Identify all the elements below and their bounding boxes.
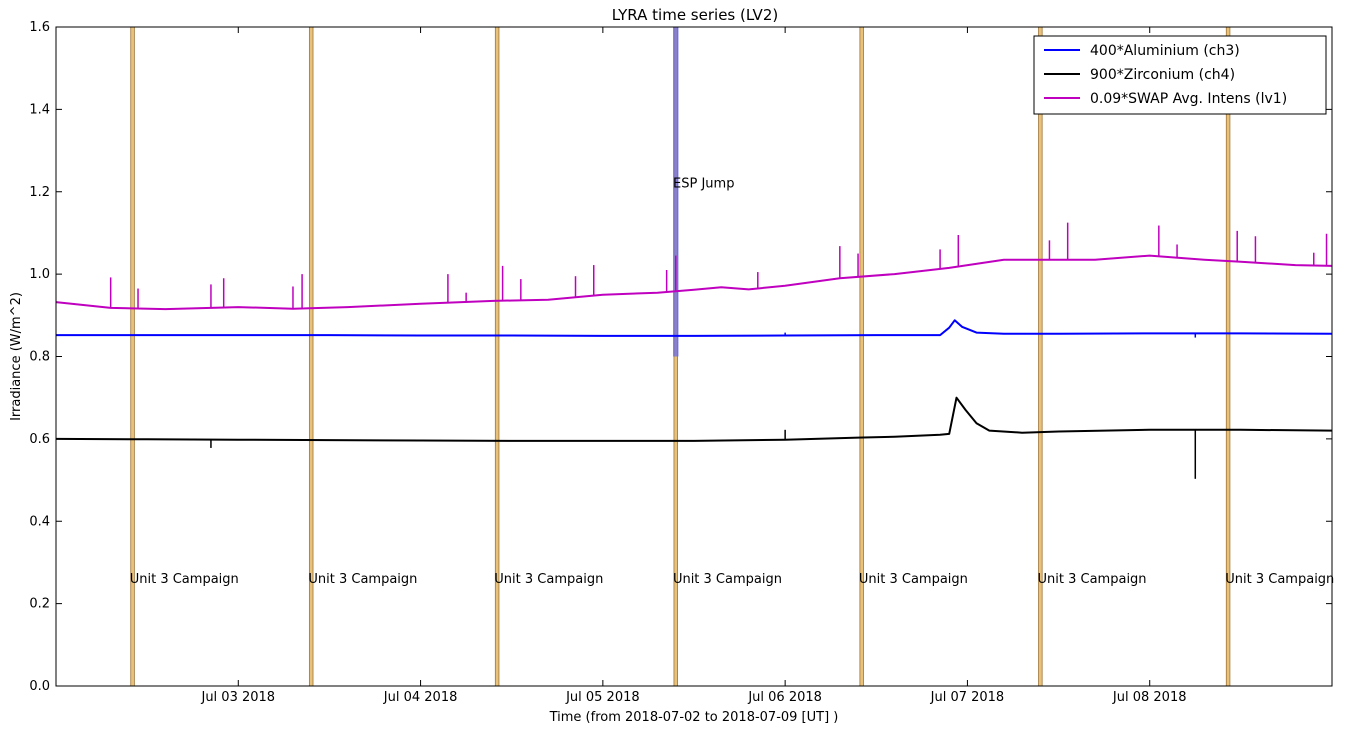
y-tick-label: 0.8	[29, 350, 50, 365]
x-axis-label: Time (from 2018-07-02 to 2018-07-09 [UT]…	[549, 710, 839, 725]
campaign-band-label: Unit 3 Campaign	[130, 572, 239, 587]
y-axis-label: Irradiance (W/m^2)	[9, 292, 24, 421]
legend-entry: 400*Aluminium (ch3)	[1090, 43, 1240, 59]
legend-entry: 0.09*SWAP Avg. Intens (lv1)	[1090, 91, 1287, 107]
y-tick-label: 1.2	[29, 185, 50, 200]
y-tick-label: 0.4	[29, 514, 50, 529]
campaign-band	[859, 26, 864, 687]
campaign-band-label: Unit 3 Campaign	[494, 572, 603, 587]
chart-title: LYRA time series (LV2)	[612, 6, 778, 24]
series-line-1	[56, 319, 1333, 337]
x-tick-label: Jul 07 2018	[930, 690, 1005, 705]
x-tick-label: Jul 03 2018	[200, 690, 275, 705]
legend-box	[1033, 35, 1327, 115]
campaign-band-label: Unit 3 Campaign	[859, 572, 968, 587]
esp-jump-band	[673, 27, 679, 357]
campaign-band	[1038, 26, 1043, 687]
y-tick-label: 1.4	[29, 102, 50, 117]
campaign-band-label: Unit 3 Campaign	[673, 572, 782, 587]
campaign-band-label: Unit 3 Campaign	[1038, 572, 1147, 587]
legend: 400*Aluminium (ch3) 900*Zirconium (ch4) 0.…	[1033, 35, 1327, 115]
x-tick-label: Jul 08 2018	[1112, 690, 1187, 705]
campaign-band-label: Unit 3 Campaign	[1225, 572, 1334, 587]
x-tick-label: Jul 04 2018	[383, 690, 458, 705]
y-tick-label: 1.6	[29, 20, 50, 35]
y-tick-label: 0.6	[29, 432, 50, 447]
campaign-band-label: Unit 3 Campaign	[308, 572, 417, 587]
campaign-band	[130, 26, 135, 687]
x-tick-label: Jul 06 2018	[747, 690, 822, 705]
legend-entry: 900*Zirconium (ch4)	[1090, 67, 1235, 83]
campaign-band	[1225, 26, 1231, 687]
esp-jump-label: ESP Jump	[673, 177, 734, 192]
y-tick-label: 1.0	[29, 267, 50, 282]
campaign-band	[494, 26, 500, 687]
series-line-2	[55, 396, 1333, 442]
y-tick-label: 0.0	[29, 679, 50, 694]
campaign-band	[308, 26, 314, 687]
y-tick-label: 0.2	[29, 597, 50, 612]
x-tick-label: Jul 05 2018	[565, 690, 640, 705]
axes: Jul 03 2018 Jul 04 2018 Jul 05 2018 Jul 06 …	[29, 20, 1332, 705]
